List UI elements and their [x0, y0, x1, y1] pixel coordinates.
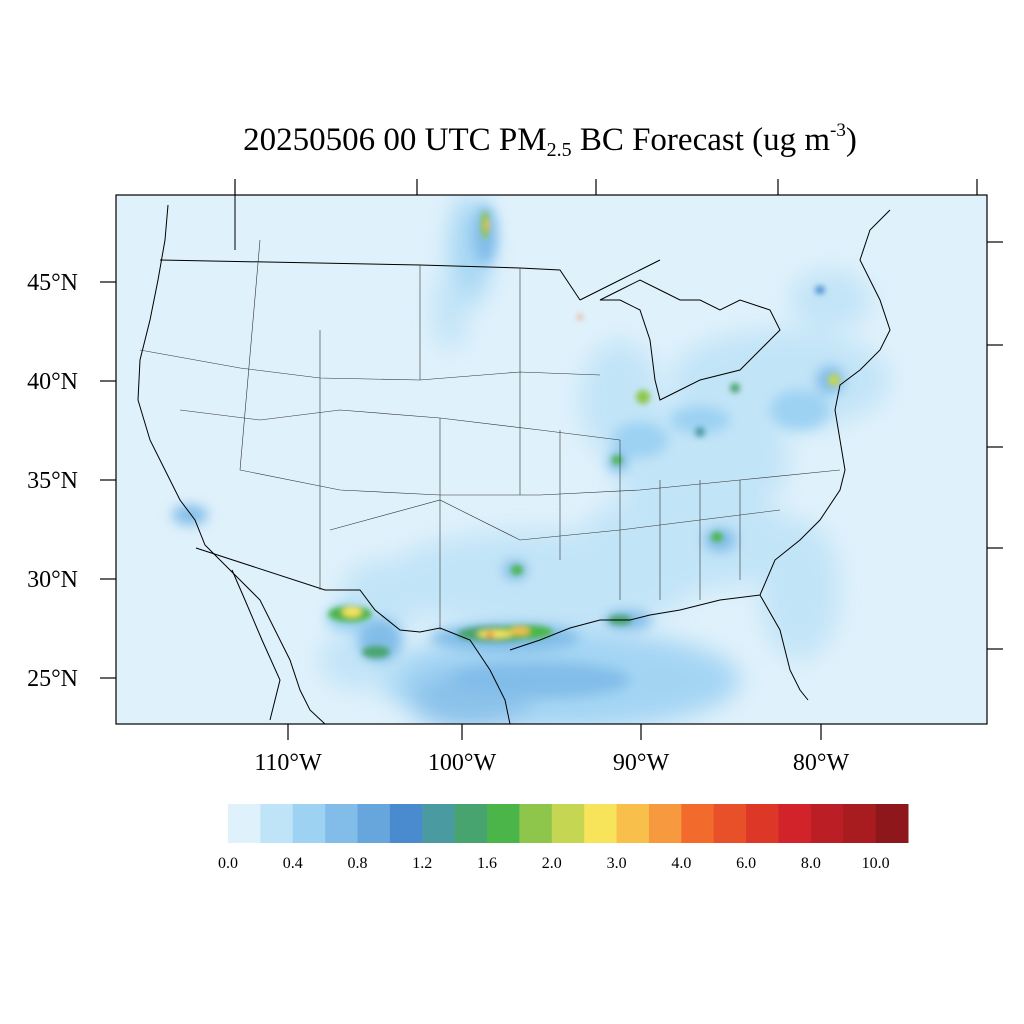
colorbar-tick-label: 4.0: [671, 855, 691, 872]
colorbar-swatch: [292, 804, 326, 843]
lat-label-25n: 25°N: [27, 666, 78, 692]
colorbar-tick-label: 0.4: [283, 855, 303, 872]
concentration-field-low: [320, 195, 890, 724]
longitude-labels: 110°W 100°W 90°W 80°W: [254, 750, 849, 776]
colorbar-swatch: [519, 804, 553, 843]
colorbar-swatch: [681, 804, 715, 843]
colorbar-tick-label: 0.8: [348, 855, 368, 872]
map-title: 20250506 00 UTC PM2.5 BC Forecast (ug m-…: [0, 120, 1024, 162]
colorbar-swatch: [713, 804, 747, 843]
colorbar-swatch: [228, 804, 261, 843]
colorbar-swatch: [551, 804, 585, 843]
title-subscript: 2.5: [546, 139, 572, 161]
colorbar-tick-label: 10.0: [862, 855, 890, 872]
title-superscript: -3: [830, 120, 846, 141]
colorbar-tick-label: 3.0: [607, 855, 627, 872]
colorbar-tick-label: 2.0: [542, 855, 562, 872]
colorbar-swatch: [746, 804, 779, 843]
colorbar-swatch: [843, 804, 877, 843]
lon-label-80w: 80°W: [793, 750, 850, 776]
concentration-hotspots: [328, 211, 840, 658]
colorbar-swatch: [810, 804, 844, 843]
colorbar-swatch: [875, 804, 909, 843]
colorbar-swatch: [778, 804, 812, 843]
colorbar-swatch: [357, 804, 391, 843]
lon-label-110w: 110°W: [254, 750, 322, 776]
latitude-labels: 45°N 40°N 35°N 30°N 25°N: [27, 270, 78, 692]
colorbar-swatch: [616, 804, 650, 843]
lat-label-40n: 40°N: [27, 369, 78, 395]
colorbar-tick-label: 8.0: [801, 855, 821, 872]
title-mid: BC Forecast (ug m: [571, 122, 831, 158]
colorbar-swatch: [584, 804, 618, 843]
lat-label-30n: 30°N: [27, 567, 78, 593]
colorbar-swatch: [487, 804, 520, 843]
lon-label-100w: 100°W: [428, 750, 497, 776]
colorbar-swatch: [648, 804, 682, 843]
map-panel: [116, 195, 987, 724]
colorbar-swatch: [260, 804, 294, 843]
lat-label-45n: 45°N: [27, 270, 78, 296]
colorbar-tick-label: 6.0: [736, 855, 756, 872]
colorbar-tick-label: 0.0: [218, 855, 238, 872]
state-lines: [139, 239, 841, 630]
colorbar-swatch: [325, 804, 359, 843]
title-end: ): [845, 122, 857, 158]
lat-label-35n: 35°N: [27, 468, 78, 494]
colorbar: [228, 804, 909, 843]
colorbar-swatch: [422, 804, 456, 843]
colorbar-tick-label: 1.6: [477, 855, 497, 872]
lon-label-90w: 90°W: [613, 750, 670, 776]
axis-ticks: [100, 179, 1003, 740]
colorbar-tick-label: 1.2: [412, 855, 432, 872]
colorbar-swatch: [454, 804, 488, 843]
colorbar-labels: 0.0 0.4 0.8 1.2 1.6 2.0 3.0 4.0 6.0 8.0 10.0: [218, 855, 890, 872]
colorbar-swatch: [389, 804, 423, 843]
title-main: 20250506 00 UTC PM: [243, 122, 547, 158]
map-frame: [115, 194, 988, 725]
